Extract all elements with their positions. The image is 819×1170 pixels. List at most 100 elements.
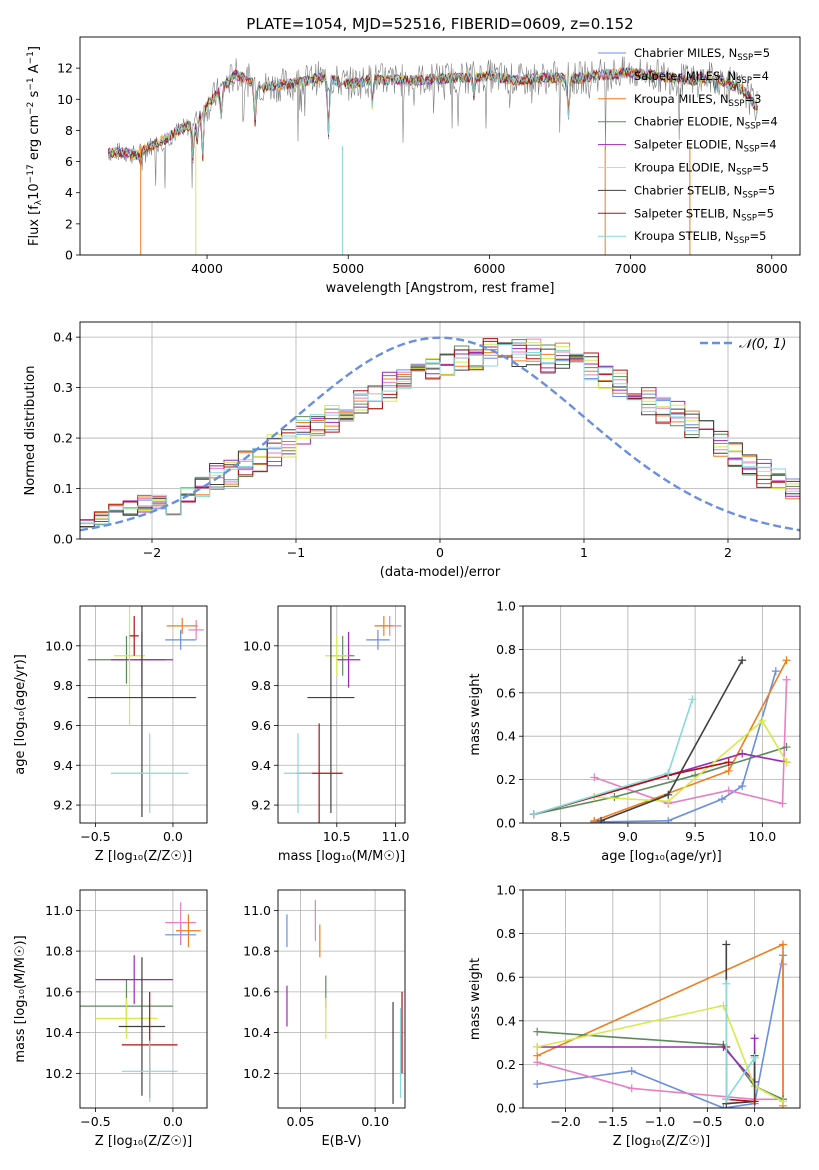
y-tick-label: 10.2 bbox=[243, 1066, 271, 1081]
y-tick-label: 0.8 bbox=[496, 642, 516, 657]
x-tick-label: 10.0 bbox=[748, 829, 776, 844]
y-tick-label: 0.2 bbox=[496, 1057, 516, 1072]
mass-weight-marker bbox=[722, 1095, 731, 1104]
panel-5: 8.5 9.0 9.5 10.0 0.0 0.2 0.4 0.6 0.8 1.0 age [log₁… bbox=[468, 599, 801, 864]
y-axis-label-part: s bbox=[27, 90, 42, 101]
y-tick-label: 11.0 bbox=[45, 903, 73, 918]
legend-label: Chabrier ELODIE, NSSP=4 bbox=[634, 115, 778, 132]
x-tick-label: 7000 bbox=[615, 261, 647, 276]
y-tick-label: 9.6 bbox=[251, 718, 271, 733]
y-tick-label: 0.6 bbox=[496, 685, 516, 700]
legend-label-text: Salpeter MILES, N bbox=[634, 69, 736, 83]
histogram-step-line bbox=[80, 338, 800, 521]
mass-weight-marker bbox=[722, 940, 731, 949]
mass-weight-marker bbox=[529, 810, 538, 819]
x-tick-label: 0.0 bbox=[745, 1114, 765, 1129]
y-tick-label: 1.0 bbox=[496, 599, 516, 614]
x-axis-label: Z [log₁₀(Z/Z☉)] bbox=[95, 849, 192, 864]
legend-label-tail: =3 bbox=[744, 92, 761, 106]
plot-area bbox=[107, 56, 758, 255]
y-tick-label: 9.2 bbox=[251, 798, 271, 813]
legend-label: Kroupa ELODIE, NSSP=5 bbox=[634, 161, 769, 178]
panel-2: −2 −1 0 1 2 0.0 0.1 0.2 0.3 0.4 (data-model)/error… bbox=[23, 321, 801, 580]
legend-label-text: Chabrier ELODIE, N bbox=[634, 115, 745, 129]
x-tick-label: 6000 bbox=[474, 261, 506, 276]
mass-weight-marker bbox=[719, 1104, 728, 1108]
mass-weight-marker bbox=[738, 749, 747, 758]
histogram-step-line bbox=[80, 343, 800, 522]
panel-4: 10.5 11.0 9.2 9.4 9.6 9.8 10.0 mass [log₁₀(M/M☉… bbox=[243, 605, 410, 864]
plot-area bbox=[87, 606, 204, 818]
y-axis-label-part: −1 bbox=[26, 77, 36, 90]
legend-label-text: Kroupa STELIB, N bbox=[634, 229, 734, 243]
axes-frame bbox=[522, 605, 801, 824]
x-tick-label: 0.0 bbox=[163, 829, 183, 844]
mass-weight-line bbox=[594, 719, 788, 803]
mass-weight-marker bbox=[738, 782, 747, 791]
y-axis-label-part: Flux [f bbox=[27, 205, 42, 246]
histogram-step-line bbox=[80, 340, 800, 527]
plot-area bbox=[283, 606, 402, 823]
mass-weight-marker bbox=[664, 769, 673, 778]
y-tick-label: 6 bbox=[65, 154, 73, 169]
y-tick-label: 10.0 bbox=[243, 638, 271, 653]
y-tick-label: 9.4 bbox=[251, 758, 271, 773]
y-tick-label: 4 bbox=[65, 185, 73, 200]
plot-area bbox=[80, 902, 201, 1102]
x-axis-label: Z [log₁₀(Z/Z☉)] bbox=[613, 1134, 710, 1149]
legend-label-tail: =4 bbox=[761, 115, 778, 129]
legend-label-tail: =5 bbox=[753, 46, 770, 60]
y-tick-label: 0.4 bbox=[496, 1013, 516, 1028]
mass-weight-line bbox=[594, 752, 787, 798]
mass-weight-marker bbox=[590, 773, 599, 782]
y-axis-label-part: A bbox=[27, 64, 42, 77]
histogram-step-line bbox=[80, 338, 800, 521]
y-tick-label: 0.0 bbox=[496, 816, 516, 831]
panel-7: 0.05 0.10 10.2 10.4 10.6 10.8 11.0 E(B-V) bbox=[243, 889, 406, 1149]
y-axis-label-part: −2 bbox=[26, 102, 36, 115]
legend-label: Kroupa STELIB, NSSP=5 bbox=[634, 229, 766, 246]
x-tick-label: −1.0 bbox=[645, 1114, 675, 1129]
legend-label-tail: =5 bbox=[758, 183, 775, 197]
mass-weight-line bbox=[537, 1004, 784, 1103]
y-tick-label: 10.6 bbox=[243, 984, 271, 999]
y-tick-label: 0.4 bbox=[496, 729, 516, 744]
y-tick-label: 0.2 bbox=[496, 772, 516, 787]
legend-label-text: Salpeter STELIB, N bbox=[634, 206, 741, 220]
y-tick-label: 10.2 bbox=[45, 1066, 73, 1081]
mass-weight-line bbox=[725, 983, 756, 1102]
legend-label-sub: SSP bbox=[744, 145, 760, 155]
legend-label-sub: SSP bbox=[734, 236, 750, 246]
legend-label-sub: SSP bbox=[736, 76, 752, 86]
y-tick-label: 9.6 bbox=[53, 718, 73, 733]
mass-weight-line bbox=[600, 659, 743, 822]
legend-label-sub: SSP bbox=[745, 122, 761, 132]
plot-area bbox=[80, 336, 800, 532]
mass-weight-marker bbox=[782, 743, 791, 752]
y-axis-label: age [log₁₀(age/yr)] bbox=[13, 654, 28, 775]
mass-weight-marker bbox=[610, 792, 619, 801]
mass-weight-marker bbox=[758, 717, 767, 726]
y-tick-label: 8 bbox=[65, 123, 73, 138]
y-axis-label-part: −1 bbox=[26, 51, 36, 64]
axes-frame bbox=[522, 889, 801, 1109]
x-tick-label: −2.0 bbox=[550, 1114, 580, 1129]
x-axis-label: E(B-V) bbox=[321, 1134, 361, 1149]
y-axis-label-part: ] bbox=[27, 46, 42, 51]
x-axis-label: wavelength [Angstrom, rest frame] bbox=[326, 281, 555, 296]
y-tick-label: 9.2 bbox=[53, 798, 73, 813]
mass-weight-marker bbox=[688, 695, 697, 704]
y-axis-label-part: erg cm bbox=[27, 115, 42, 164]
mass-weight-marker bbox=[782, 656, 791, 665]
legend-label-text: Chabrier STELIB, N bbox=[634, 183, 742, 197]
x-tick-label: 4000 bbox=[191, 261, 223, 276]
x-tick-label: 2 bbox=[724, 545, 732, 560]
y-tick-label: 12 bbox=[57, 61, 73, 76]
y-tick-label: 11.0 bbox=[243, 903, 271, 918]
normal-legend-label: 𝒩(0, 1) bbox=[739, 337, 786, 352]
model-spectrum-line bbox=[107, 67, 758, 161]
figure-title: PLATE=1054, MJD=52516, FIBERID=0609, z=0… bbox=[246, 15, 633, 33]
y-tick-label: 10.8 bbox=[243, 944, 271, 959]
